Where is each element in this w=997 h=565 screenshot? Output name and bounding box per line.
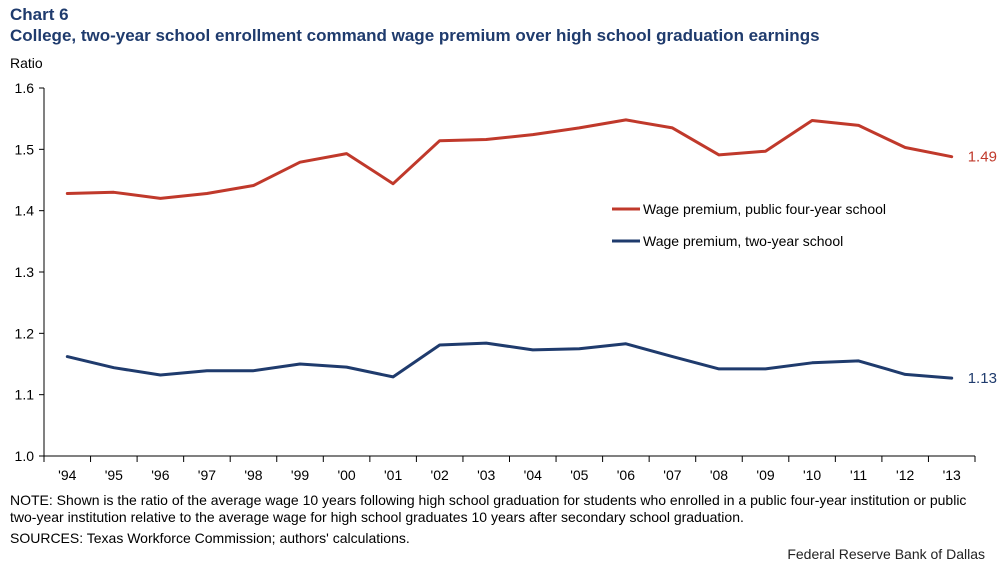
y-tick-label: 1.2 <box>15 325 35 341</box>
end-value-label: 1.13 <box>968 370 997 387</box>
x-tick-label: '00 <box>337 467 355 483</box>
x-tick-label: '05 <box>570 467 588 483</box>
series-line-four-year <box>65 118 954 200</box>
series-line-two-year <box>65 341 954 380</box>
legend-label: Wage premium, two-year school <box>643 233 843 249</box>
end-value-label: 1.49 <box>968 149 997 166</box>
x-tick-label: '08 <box>710 467 728 483</box>
legend: Wage premium, public four-year school Wag… <box>612 201 886 249</box>
chart-number: Chart 6 <box>10 5 69 24</box>
x-tick-label: '97 <box>198 467 216 483</box>
x-tick-label: '09 <box>756 467 774 483</box>
x-tick-label: '11 <box>850 467 867 483</box>
x-tick-label: '06 <box>617 467 635 483</box>
y-tick-label: 1.4 <box>15 203 35 219</box>
y-tick-label: 1.3 <box>15 264 35 280</box>
y-tick-label: 1.5 <box>15 141 35 157</box>
x-tick-label: '10 <box>803 467 821 483</box>
x-tick-label: '13 <box>943 467 961 483</box>
x-tick-label: '12 <box>896 467 914 483</box>
chart-title: College, two-year school enrollment comm… <box>10 26 820 45</box>
tick-labels: 1.0 1.1 1.2 1.3 1.4 1.5 1.6 '94 '95 '96 '97 '98 '99 '… <box>15 80 962 483</box>
y-tick-label: 1.1 <box>15 387 35 403</box>
y-axis-label: Ratio <box>10 55 43 71</box>
legend-label: Wage premium, public four-year school <box>643 201 886 217</box>
chart-sources: SOURCES: Texas Workforce Commission; aut… <box>10 530 410 546</box>
x-tick-label: '02 <box>431 467 449 483</box>
chart-note: NOTE: Shown is the ratio of the average … <box>10 492 967 525</box>
x-tick-label: '98 <box>244 467 262 483</box>
x-tick-label: '99 <box>291 467 309 483</box>
x-tick-label: '04 <box>524 467 542 483</box>
series-lines <box>65 118 954 380</box>
axes <box>39 87 976 462</box>
x-tick-label: '03 <box>477 467 495 483</box>
x-tick-label: '94 <box>58 467 76 483</box>
y-tick-label: 1.6 <box>15 80 35 96</box>
x-tick-label: '01 <box>384 467 402 483</box>
y-tick-label: 1.0 <box>15 448 35 464</box>
x-tick-label: '07 <box>663 467 681 483</box>
end-labels: 1.49 1.13 <box>968 149 997 387</box>
x-tick-label: '95 <box>105 467 123 483</box>
credit-line: Federal Reserve Bank of Dallas <box>787 546 985 562</box>
x-tick-label: '96 <box>151 467 169 483</box>
